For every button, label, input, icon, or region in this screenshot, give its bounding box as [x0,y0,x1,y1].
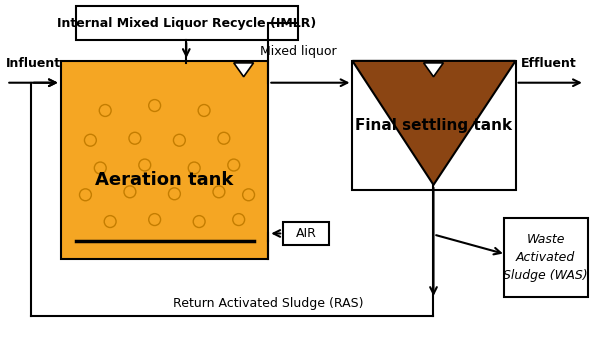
Text: Effluent: Effluent [521,57,576,70]
Text: Final settling tank: Final settling tank [355,118,512,133]
Bar [76,6,298,40]
Text: Mixed liquor: Mixed liquor [260,45,337,58]
Polygon shape [424,63,443,77]
Text: Return Activated Sludge (RAS): Return Activated Sludge (RAS) [173,297,364,310]
Text: Influent: Influent [7,57,61,70]
Bar [503,218,588,297]
Text: Internal Mixed Liquor Recycle (IMLR): Internal Mixed Liquor Recycle (IMLR) [57,17,316,30]
Text: Waste
Activated
Sludge (WAS): Waste Activated Sludge (WAS) [503,233,588,282]
Bar [352,61,515,190]
Polygon shape [352,61,515,185]
Text: Aeration tank: Aeration tank [95,171,234,189]
Polygon shape [234,63,254,77]
Bar [61,61,268,259]
Bar [283,221,329,245]
Text: AIR: AIR [295,227,316,240]
